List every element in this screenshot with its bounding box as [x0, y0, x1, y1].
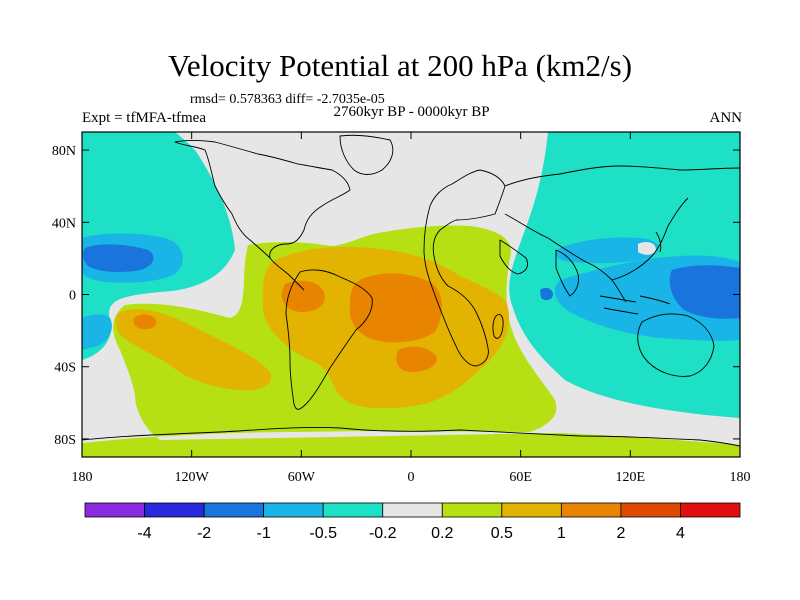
colorbar-swatch [441, 502, 503, 518]
season-label: ANN [709, 110, 743, 126]
lon-tick-label: 120E [616, 470, 646, 485]
contour-fill [82, 132, 740, 457]
lon-tick-label: 180 [72, 470, 93, 485]
colorbar-swatch [560, 502, 622, 518]
colorbar-label: -0.5 [309, 525, 337, 542]
map-title: Velocity Potential at 200 hPa (km2/s) [167, 48, 633, 83]
contour-negative-mid-spac [82, 314, 112, 350]
colorbar-swatch [84, 502, 145, 518]
contour-negative-high-npac [83, 244, 154, 273]
north-america-coast [174, 140, 351, 259]
lat-tick-label: 80N [52, 144, 76, 159]
coastlines [82, 134, 740, 447]
colorbar-swatch [203, 502, 265, 518]
lat-tick-label: 80S [54, 433, 76, 448]
colorbar-label: 2 [616, 525, 625, 542]
contour-positive-high-4 [133, 314, 157, 330]
greenland-coast [339, 134, 394, 175]
contour-negative-mid-asia [555, 237, 659, 264]
india-coast [555, 249, 579, 297]
lat-tick-label: 40S [54, 361, 76, 376]
expt-label: Expt = tfMFA-tfmea [82, 110, 206, 126]
colorbar-swatch [263, 502, 324, 518]
europe-africa-coast [423, 169, 506, 367]
colorbar-label: -1 [257, 525, 271, 542]
colorbar-swatch [501, 502, 562, 518]
lon-tick-label: 60W [288, 470, 316, 485]
contour-negative-high-wpac [669, 265, 740, 319]
contour-positive-high-3 [396, 346, 437, 372]
colorbar-label: -0.2 [369, 525, 397, 542]
lat-axis: 80N 40N 0 40S 80S [52, 144, 740, 448]
lon-tick-label: 60E [509, 470, 532, 485]
colorbar-label: 0.2 [431, 525, 453, 542]
contour-neutral-patch [638, 242, 656, 255]
lat-tick-label: 0 [69, 289, 76, 304]
lon-tick-label: 120W [175, 470, 210, 485]
colorbar-swatch [382, 502, 443, 518]
arabia-coast [499, 239, 529, 275]
south-america-coast [285, 269, 373, 410]
contour-positive-high [349, 273, 442, 343]
colorbar-label: 4 [676, 525, 685, 542]
antarctica-coast [82, 427, 740, 447]
indonesia-coast [599, 295, 671, 315]
colorbar-swatch [680, 502, 741, 518]
contour-positive-mid-pacific [115, 309, 272, 391]
colorbar-swatch [144, 502, 205, 518]
asia-coast [504, 165, 740, 303]
lon-tick-label: 0 [408, 470, 415, 485]
lon-axis: 180 120W 60W 0 60E 120E 180 [72, 132, 751, 485]
colorbar-label: 0.5 [491, 525, 513, 542]
colorbar-label: 1 [557, 525, 566, 542]
period-label: 2760kyr BP - 0000kyr BP [333, 104, 490, 120]
contour-negative-high-ind [540, 287, 553, 301]
colorbar-swatch [322, 502, 384, 518]
central-america-coast [269, 257, 305, 291]
colorbar-swatch [620, 502, 681, 518]
lat-tick-label: 40N [52, 216, 76, 231]
lon-tick-label: 180 [730, 470, 751, 485]
stats-label: rmsd= 0.578363 diff= -2.7035e-05 [190, 92, 385, 107]
colorbar-label: -4 [137, 525, 151, 542]
japan-coast [655, 231, 662, 253]
australia-coast [637, 313, 715, 377]
colorbar-label: -2 [197, 525, 211, 542]
madagascar-coast [492, 314, 504, 339]
contour-positive-high-2 [281, 280, 325, 312]
colorbar: -4 -2 -1 -0.5 -0.2 0.2 0.5 1 2 4 [84, 502, 741, 542]
